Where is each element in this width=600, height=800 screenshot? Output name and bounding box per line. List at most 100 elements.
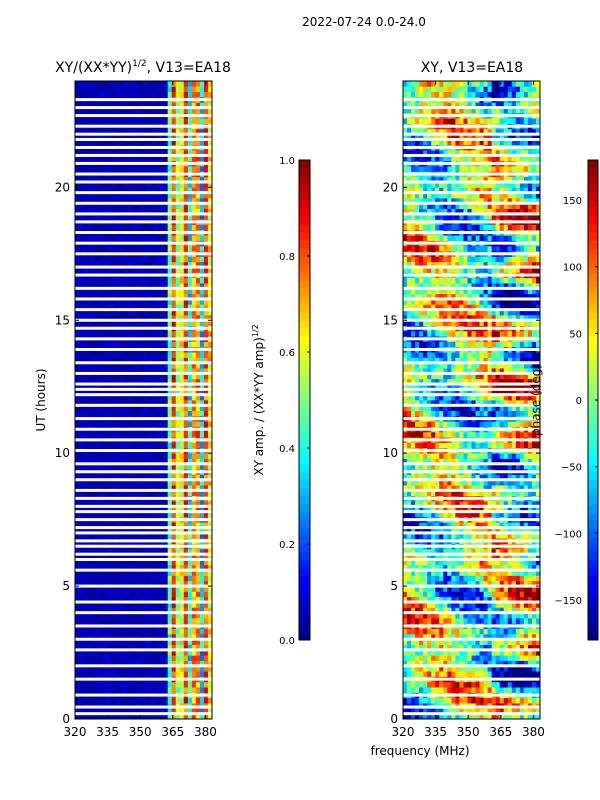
heatmap-cell bbox=[531, 708, 537, 715]
heatmap-cell bbox=[143, 357, 148, 364]
heatmap-cell bbox=[115, 421, 120, 427]
heatmap-cell bbox=[203, 586, 209, 592]
heatmap-cell bbox=[83, 139, 88, 146]
heatmap-cell bbox=[139, 681, 144, 688]
heatmap-cell bbox=[159, 197, 165, 204]
heatmap-cell bbox=[527, 612, 533, 619]
heatmap-cell bbox=[135, 554, 140, 560]
heatmap-cell bbox=[119, 644, 124, 651]
heatmap-cell bbox=[95, 288, 100, 295]
heatmap-cell bbox=[147, 86, 152, 93]
heatmap-cell bbox=[159, 612, 165, 619]
heatmap-cell bbox=[187, 182, 193, 188]
heatmap-cell bbox=[171, 128, 177, 135]
heatmap-cell bbox=[407, 649, 412, 656]
heatmap-cell bbox=[115, 532, 120, 539]
heatmap-cell bbox=[87, 644, 92, 651]
heatmap-cell bbox=[143, 208, 148, 215]
heatmap-cell bbox=[427, 602, 432, 608]
heatmap-cell bbox=[151, 373, 156, 380]
heatmap-cell bbox=[131, 671, 136, 677]
heatmap-cell bbox=[427, 681, 432, 688]
heatmap-cell bbox=[455, 681, 460, 688]
heatmap-cell bbox=[139, 330, 144, 337]
heatmap-cell bbox=[515, 655, 521, 661]
heatmap-cell bbox=[79, 554, 84, 560]
heatmap-cell bbox=[139, 197, 144, 204]
heatmap-cell bbox=[95, 671, 100, 677]
heatmap-cell bbox=[203, 617, 209, 624]
heatmap-cell bbox=[103, 245, 108, 252]
heatmap-cell bbox=[135, 527, 140, 534]
heatmap-cell bbox=[135, 192, 140, 199]
heatmap-cell bbox=[203, 633, 209, 640]
heatmap-cell bbox=[163, 208, 169, 215]
heatmap-cell bbox=[191, 166, 197, 172]
heatmap-cell bbox=[135, 602, 140, 608]
heatmap-cell bbox=[75, 283, 80, 289]
heatmap-cell bbox=[495, 687, 501, 693]
heatmap-cell bbox=[507, 671, 513, 677]
heatmap-cell bbox=[107, 261, 112, 268]
heatmap-cell bbox=[75, 86, 80, 93]
heatmap-cell bbox=[203, 352, 209, 358]
heatmap-cell bbox=[151, 283, 156, 289]
heatmap-cell bbox=[79, 405, 84, 412]
heatmap-cell bbox=[87, 501, 92, 507]
heatmap-cell bbox=[175, 373, 181, 380]
heatmap-cell bbox=[139, 708, 144, 715]
heatmap-cell bbox=[439, 708, 444, 715]
heatmap-cell bbox=[199, 554, 205, 560]
heatmap-cell bbox=[187, 485, 193, 491]
heatmap-cell bbox=[207, 314, 213, 321]
heatmap-cell bbox=[191, 458, 197, 465]
heatmap-cell bbox=[95, 86, 100, 93]
flagged-row bbox=[75, 584, 212, 588]
heatmap-cell bbox=[91, 458, 96, 465]
heatmap-cell bbox=[207, 118, 213, 124]
heatmap-cell bbox=[147, 277, 152, 284]
heatmap-cell bbox=[411, 628, 416, 635]
heatmap-cell bbox=[171, 442, 177, 449]
heatmap-cell bbox=[83, 394, 88, 401]
heatmap-cell bbox=[167, 485, 173, 491]
heatmap-cell bbox=[147, 378, 152, 385]
heatmap-cell bbox=[431, 713, 436, 720]
heatmap-cell bbox=[199, 389, 205, 396]
heatmap-cell bbox=[107, 235, 112, 241]
heatmap-cell bbox=[163, 389, 169, 396]
heatmap-cell bbox=[447, 687, 452, 693]
heatmap-cell bbox=[163, 203, 169, 209]
heatmap-cell bbox=[175, 580, 181, 587]
heatmap-cell bbox=[171, 309, 177, 316]
heatmap-cell bbox=[155, 368, 161, 374]
flagged-row bbox=[75, 201, 212, 205]
heatmap-cell bbox=[91, 81, 96, 87]
heatmap-cell bbox=[175, 298, 181, 305]
heatmap-cell bbox=[95, 283, 100, 289]
heatmap-cell bbox=[175, 586, 181, 592]
heatmap-cell bbox=[147, 431, 152, 438]
colorbar-step bbox=[299, 400, 310, 409]
heatmap-cell bbox=[87, 256, 92, 263]
heatmap-cell bbox=[91, 607, 96, 614]
heatmap-cell bbox=[155, 187, 161, 194]
heatmap-cell bbox=[95, 612, 100, 619]
heatmap-cell bbox=[135, 176, 140, 183]
heatmap-cell bbox=[87, 368, 92, 374]
heatmap-cell bbox=[119, 192, 124, 199]
heatmap-cell bbox=[171, 554, 177, 560]
heatmap-cell bbox=[203, 713, 209, 720]
heatmap-cell bbox=[155, 596, 161, 603]
heatmap-cell bbox=[111, 522, 116, 528]
heatmap-cell bbox=[99, 474, 104, 481]
heatmap-cell bbox=[463, 602, 468, 608]
heatmap-cell bbox=[135, 596, 140, 603]
heatmap-cell bbox=[467, 681, 472, 688]
heatmap-cell bbox=[139, 389, 144, 396]
heatmap-cell bbox=[183, 410, 189, 417]
heatmap-cell bbox=[155, 453, 161, 459]
heatmap-cell bbox=[187, 431, 193, 438]
heatmap-cell bbox=[195, 362, 201, 369]
heatmap-cell bbox=[195, 612, 201, 619]
